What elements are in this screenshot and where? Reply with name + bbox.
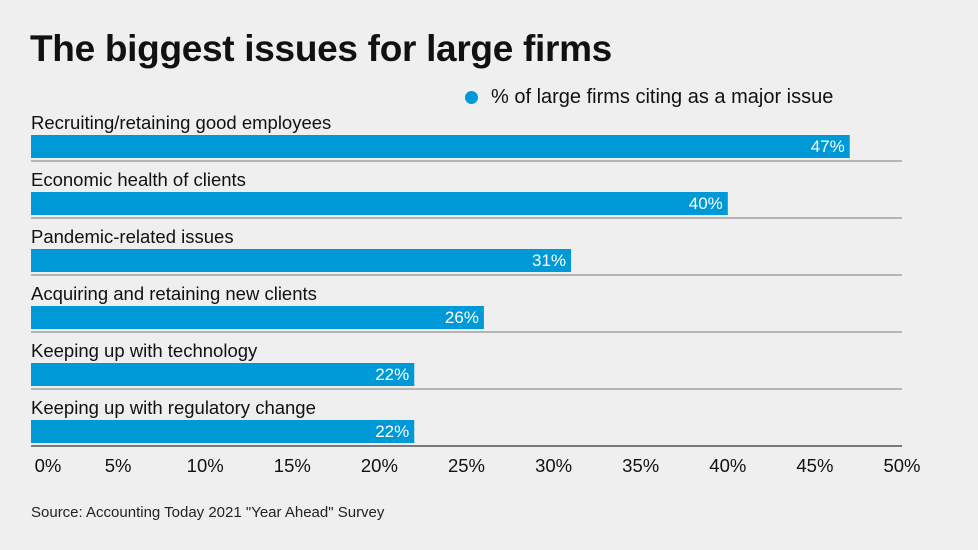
chart-title: The biggest issues for large firms (30, 28, 612, 69)
category-label: Keeping up with technology (31, 340, 258, 361)
bar-value-label: 47% (811, 137, 845, 156)
x-tick-label: 45% (796, 455, 833, 476)
x-tick-label: 50% (883, 455, 920, 476)
x-tick-label: 25% (448, 455, 485, 476)
bar (31, 135, 850, 158)
bar-value-label: 31% (532, 251, 566, 270)
x-tick-label: 30% (535, 455, 572, 476)
legend-label: % of large firms citing as a major issue (491, 86, 834, 108)
category-label: Pandemic-related issues (31, 226, 234, 247)
source-note: Source: Accounting Today 2021 "Year Ahea… (31, 504, 385, 521)
bar-value-label: 22% (375, 365, 409, 384)
bar (31, 363, 415, 386)
bar-value-label: 40% (689, 194, 723, 213)
x-tick-label: 0% (35, 455, 62, 476)
bar-value-label: 26% (445, 308, 479, 327)
category-label: Economic health of clients (31, 169, 246, 190)
bar (31, 306, 484, 329)
legend-marker (465, 91, 478, 104)
bar (31, 192, 728, 215)
category-label: Acquiring and retaining new clients (31, 283, 317, 304)
bar-value-label: 22% (375, 422, 409, 441)
x-tick-label: 15% (274, 455, 311, 476)
bar (31, 249, 572, 272)
x-tick-label: 5% (105, 455, 132, 476)
x-tick-label: 40% (709, 455, 746, 476)
legend: % of large firms citing as a major issue (465, 86, 833, 109)
x-tick-label: 10% (187, 455, 224, 476)
bar (31, 420, 415, 443)
x-tick-label: 35% (622, 455, 659, 476)
x-tick-label: 20% (361, 455, 398, 476)
category-label: Recruiting/retaining good employees (31, 112, 331, 133)
category-label: Keeping up with regulatory change (31, 397, 316, 418)
